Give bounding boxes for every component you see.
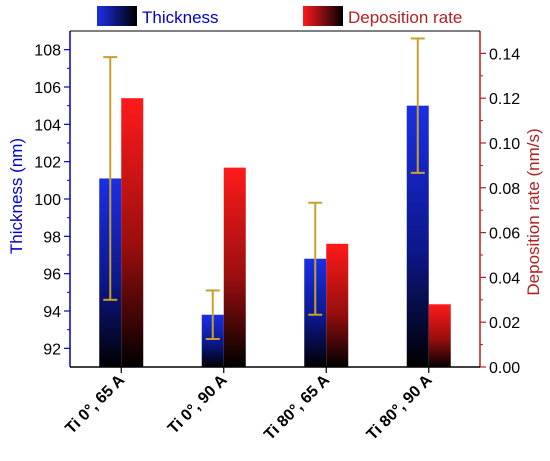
bar-deposition-rate [326, 243, 349, 367]
bar-deposition-rate [121, 98, 144, 367]
x-tick-label: Ti 80°, 90 A [364, 371, 436, 443]
x-tick-label: Ti 0°, 90 A [165, 371, 231, 437]
right-tick-label: 0.02 [489, 315, 520, 332]
left-tick-label: 94 [43, 304, 61, 321]
left-tick-label: 108 [34, 43, 61, 60]
bars [99, 98, 451, 368]
bar-deposition-rate [428, 304, 451, 367]
bar-thickness [201, 314, 224, 367]
right-tick-label: 0.04 [489, 270, 520, 287]
bar-deposition-rate [223, 167, 246, 367]
legend-swatch-deposition-rate [303, 6, 343, 26]
legend-label-deposition-rate: Deposition rate [348, 8, 462, 27]
legend-label-thickness: Thickness [142, 8, 219, 27]
right-tick-label: 0.12 [489, 91, 520, 108]
legend: Thickness Deposition rate [97, 6, 462, 27]
x-tick-label: Ti 0°, 65 A [62, 371, 128, 437]
x-axis-ticks: Ti 0°, 65 A Ti 0°, 90 A Ti 80°, 65 A Ti 80°… [62, 367, 436, 444]
right-tick-label: 0.00 [489, 360, 520, 377]
error-bars [103, 37, 425, 340]
left-tick-label: 98 [43, 229, 61, 246]
right-tick-label: 0.08 [489, 181, 520, 198]
legend-swatch-thickness [97, 6, 137, 26]
left-tick-label: 92 [43, 341, 61, 358]
left-axis-ticks: 92 94 96 98 100 102 104 106 108 [34, 43, 70, 358]
y-axis-title-right: Deposition rate (nm/s) [524, 128, 543, 295]
left-tick-label: 96 [43, 267, 61, 284]
right-axis-ticks: 0.00 0.02 0.04 0.06 0.08 0.10 0.12 0.14 [480, 46, 520, 377]
x-tick-label: Ti 80°, 65 A [261, 371, 333, 443]
right-tick-label: 0.14 [489, 46, 520, 63]
left-tick-label: 102 [34, 155, 61, 172]
left-tick-label: 104 [34, 117, 61, 134]
right-tick-label: 0.10 [489, 136, 520, 153]
bar-thickness [406, 105, 429, 368]
y-axis-title-left: Thickness (nm) [7, 138, 26, 254]
left-tick-label: 100 [34, 192, 61, 209]
left-tick-label: 106 [34, 80, 61, 97]
right-tick-label: 0.06 [489, 226, 520, 243]
